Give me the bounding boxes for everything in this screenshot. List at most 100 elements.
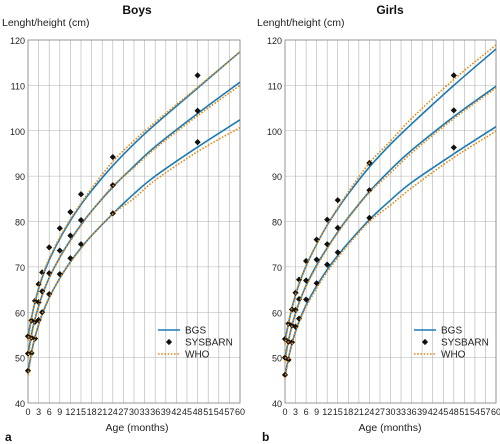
x-tick-label: 33 bbox=[396, 407, 406, 417]
y-tick-label: 70 bbox=[272, 263, 282, 273]
bgs-curve bbox=[284, 48, 497, 341]
legend-swatch-sysbarn bbox=[421, 338, 429, 346]
x-tick-label: 27 bbox=[375, 407, 385, 417]
x-tick-label: 3 bbox=[36, 407, 41, 417]
sysbarn-marker bbox=[109, 153, 116, 161]
sysbarn-marker bbox=[295, 315, 303, 322]
x-tick-label: 48 bbox=[449, 407, 459, 417]
x-tick-label: 45 bbox=[438, 407, 448, 417]
x-tick-label: 12 bbox=[322, 407, 332, 417]
x-tick-label: 42 bbox=[171, 407, 181, 417]
who-curve bbox=[284, 87, 497, 362]
sysbarn-marker bbox=[292, 323, 299, 330]
x-tick-label: 0 bbox=[25, 407, 30, 417]
sysbarn-marker bbox=[77, 217, 85, 224]
sysbarn-marker bbox=[77, 241, 85, 248]
x-tick-label: 12 bbox=[65, 407, 75, 417]
series-who bbox=[27, 51, 241, 376]
legend-label-who: WHO bbox=[185, 350, 210, 361]
x-tick-label: 39 bbox=[161, 407, 171, 417]
legend-label-sysbarn: SYSBARN bbox=[185, 338, 233, 349]
y-tick-label: 100 bbox=[267, 127, 282, 137]
x-tick-label: 30 bbox=[385, 407, 395, 417]
x-tick-label: 42 bbox=[428, 407, 438, 417]
chart-panel-a: 0 3 6 9 12 15 18 21 24 27 30 33 36 39 42 45 48 51 54 57 6040… bbox=[2, 3, 245, 444]
x-tick-label: 45 bbox=[182, 407, 192, 417]
y-tick-label: 70 bbox=[15, 263, 25, 273]
x-tick-label: 3 bbox=[293, 407, 298, 417]
chart-title: Boys bbox=[122, 3, 152, 17]
grid bbox=[284, 39, 497, 404]
sysbarn-marker bbox=[67, 208, 74, 216]
x-tick-label: 33 bbox=[140, 407, 150, 417]
x-tick-label: 18 bbox=[87, 407, 97, 417]
who-curve bbox=[27, 126, 241, 376]
sysbarn-marker bbox=[194, 138, 201, 146]
y-axis-label: Lenght/height (cm) bbox=[257, 17, 345, 29]
legend-label-sysbarn: SYSBARN bbox=[441, 338, 489, 349]
y-tick-label: 80 bbox=[272, 218, 282, 228]
x-tick-label: 57 bbox=[224, 407, 234, 417]
y-tick-label: 40 bbox=[15, 399, 25, 409]
sysbarn-marker bbox=[35, 281, 42, 288]
x-tick-label: 51 bbox=[203, 407, 213, 417]
x-tick-label: 36 bbox=[407, 407, 417, 417]
sysbarn-marker bbox=[46, 291, 53, 298]
plot-frame bbox=[27, 39, 241, 404]
x-tick-label: 15 bbox=[76, 407, 86, 417]
x-tick-label: 9 bbox=[57, 407, 62, 417]
x-tick-label: 6 bbox=[304, 407, 309, 417]
x-tick-label: 18 bbox=[343, 407, 353, 417]
x-tick-label: 36 bbox=[150, 407, 160, 417]
sysbarn-marker bbox=[295, 295, 303, 303]
grid bbox=[27, 39, 241, 404]
sysbarn-marker bbox=[366, 187, 373, 194]
sysbarn-marker bbox=[450, 107, 457, 114]
y-tick-label: 60 bbox=[15, 308, 25, 318]
sysbarn-marker bbox=[285, 356, 292, 363]
series-sysbarn bbox=[24, 72, 201, 374]
panel-label: b bbox=[262, 430, 269, 444]
x-tick-label: 9 bbox=[314, 407, 319, 417]
y-tick-label: 80 bbox=[15, 218, 25, 228]
x-tick-label: 0 bbox=[282, 407, 287, 417]
y-tick-label: 50 bbox=[272, 354, 282, 364]
sysbarn-marker bbox=[324, 241, 331, 248]
sysbarn-marker bbox=[31, 335, 39, 342]
x-tick-label: 54 bbox=[214, 407, 224, 417]
sysbarn-marker bbox=[67, 232, 74, 239]
sysbarn-marker bbox=[450, 72, 457, 79]
legend-label-bgs: BGS bbox=[441, 326, 462, 337]
y-tick-label: 120 bbox=[267, 36, 282, 46]
sysbarn-marker bbox=[366, 214, 373, 221]
sysbarn-marker bbox=[46, 244, 53, 251]
sysbarn-marker bbox=[450, 144, 457, 151]
legend-swatch-sysbarn bbox=[165, 338, 173, 346]
x-tick-label: 60 bbox=[491, 407, 500, 417]
x-axis-label: Age (months) bbox=[105, 422, 168, 434]
x-tick-label: 54 bbox=[470, 407, 480, 417]
sysbarn-marker bbox=[46, 270, 53, 277]
sysbarn-marker bbox=[67, 255, 74, 262]
who-curve bbox=[284, 44, 497, 345]
series-who bbox=[284, 44, 497, 379]
y-tick-label: 50 bbox=[15, 354, 25, 364]
y-tick-label: 60 bbox=[272, 308, 282, 318]
sysbarn-marker bbox=[194, 107, 201, 114]
x-tick-label: 15 bbox=[333, 407, 343, 417]
x-tick-label: 21 bbox=[97, 407, 107, 417]
y-tick-label: 90 bbox=[272, 172, 282, 182]
y-axis-label: Lenght/height (cm) bbox=[2, 17, 90, 29]
sysbarn-marker bbox=[313, 280, 320, 287]
chart-title: Girls bbox=[376, 3, 404, 17]
x-tick-label: 24 bbox=[364, 407, 374, 417]
sysbarn-marker bbox=[303, 257, 310, 265]
x-tick-label: 24 bbox=[108, 407, 118, 417]
sysbarn-marker bbox=[313, 236, 320, 243]
x-tick-label: 60 bbox=[235, 407, 245, 417]
x-tick-label: 39 bbox=[417, 407, 427, 417]
